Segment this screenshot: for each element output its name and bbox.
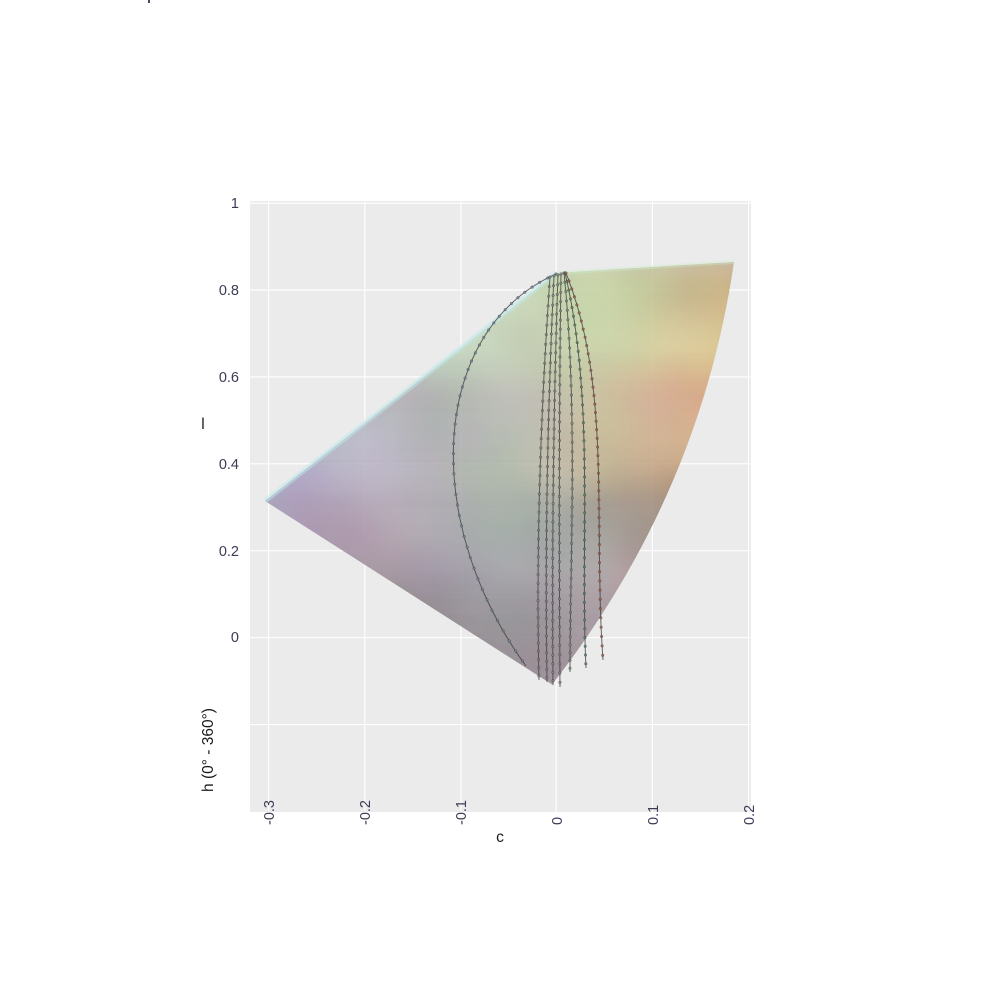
svg-text:0.1: 0.1 [646,805,662,825]
svg-text:l: l [201,416,204,433]
svg-text:0.4: 0.4 [219,457,239,473]
svg-text:c: c [496,829,504,846]
svg-text:0: 0 [231,630,239,646]
svg-text:-0.1: -0.1 [454,800,470,825]
svg-text:0.8: 0.8 [219,283,239,299]
svg-text:1: 1 [231,196,239,212]
svg-text:-0.3: -0.3 [262,800,278,825]
svg-text:0.6: 0.6 [219,370,239,386]
svg-text:0: 0 [550,817,566,825]
svg-text:h (0° - 360°): h (0° - 360°) [200,708,217,792]
svg-text:0.2: 0.2 [742,805,758,825]
svg-text:0.2: 0.2 [219,544,239,560]
svg-text:-0.2: -0.2 [358,800,374,825]
